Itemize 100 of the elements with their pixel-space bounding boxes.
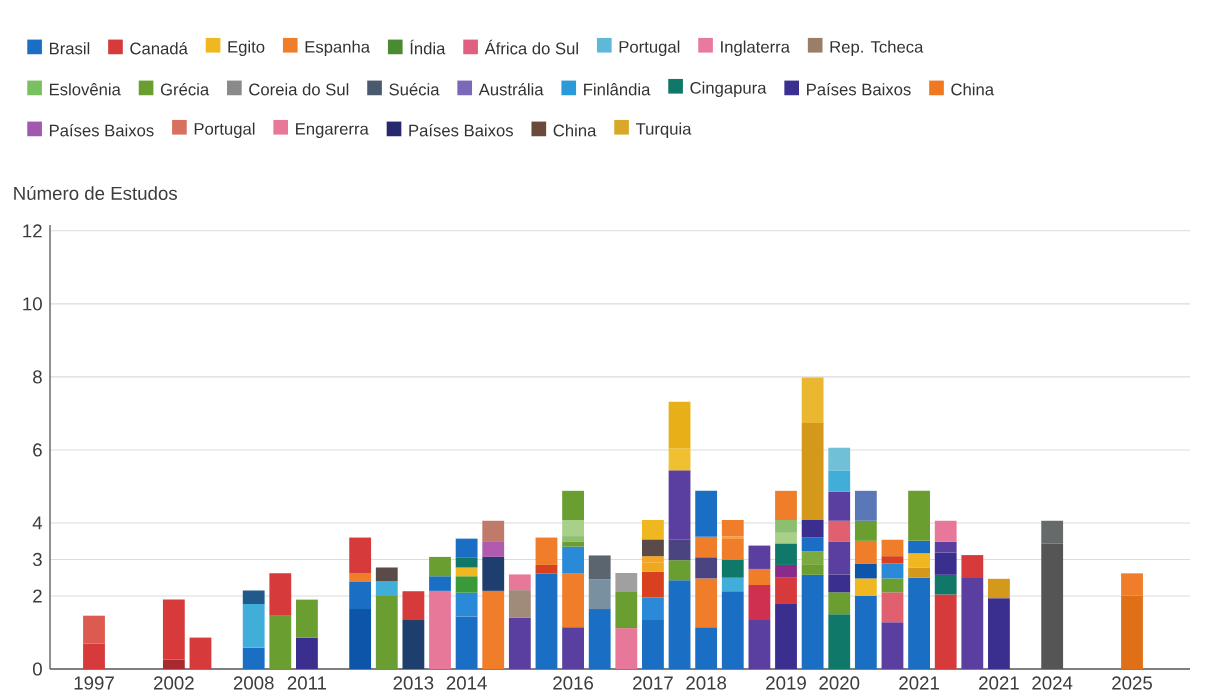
bar (775, 603, 797, 669)
x-tick-label: 2021 (979, 676, 1019, 690)
bar (455, 576, 478, 593)
bar (854, 595, 877, 669)
bar (721, 559, 744, 578)
bar (455, 592, 478, 617)
legend-label: Grécia (160, 82, 210, 96)
bar (668, 401, 691, 449)
bar (775, 532, 797, 544)
bar (934, 520, 957, 542)
bar (508, 590, 531, 618)
bar (642, 520, 664, 540)
x-tick-label: 2011 (287, 676, 327, 690)
bar (535, 537, 558, 565)
bar (775, 543, 797, 565)
bar (828, 520, 851, 542)
legend-label: China (951, 83, 995, 96)
bar (615, 628, 638, 669)
x-tick-label: 2025 (1112, 676, 1152, 690)
legend-label: Portugal (619, 40, 680, 57)
bar (801, 574, 824, 669)
bar (721, 520, 744, 537)
legend-label: Canadá (130, 41, 188, 55)
bar (349, 572, 372, 582)
bar (83, 615, 105, 644)
bar (242, 647, 265, 669)
bar (828, 541, 851, 575)
bar (296, 637, 318, 669)
legend-label: Inglaterra (721, 40, 790, 57)
bar (668, 580, 691, 669)
bar (562, 546, 584, 574)
legend-label: Rep. Tcheca (830, 40, 924, 57)
bar (1121, 595, 1143, 669)
bar (642, 571, 664, 598)
x-tick-label: 2020 (819, 676, 860, 690)
bar (748, 568, 771, 586)
legend-label: China (553, 124, 597, 137)
x-tick-label: 2021 (899, 676, 939, 690)
bar (242, 590, 265, 604)
bar (801, 551, 824, 565)
legend-label: Países Baixos (49, 123, 154, 137)
legend-label: Portugal (194, 122, 255, 139)
x-tick-label: 2018 (686, 676, 727, 690)
bar (1041, 520, 1064, 544)
x-tick-label: 2016 (553, 676, 594, 690)
legend-label: Países Baixos (807, 82, 911, 96)
bar (455, 616, 478, 669)
x-tick-label: 2017 (633, 676, 673, 690)
legend-label: Turquia (635, 122, 692, 139)
bar (908, 490, 930, 541)
legend-label: Brasil (49, 42, 90, 55)
bar (908, 567, 930, 578)
y-tick-label: 3 (32, 552, 42, 567)
legend-label: Finlândia (584, 83, 651, 96)
bar (934, 541, 957, 553)
bar (881, 592, 904, 623)
bar (535, 564, 558, 574)
legend-label: Egito (228, 40, 265, 57)
bar (695, 627, 718, 669)
bar (642, 539, 664, 557)
y-tick-label: 12 (23, 224, 42, 238)
bar (721, 591, 744, 669)
bar (668, 539, 691, 561)
bar (828, 447, 851, 471)
x-tick-label: 2019 (766, 676, 806, 690)
y-tick-label: 0 (32, 662, 42, 676)
legend-label: Índia (410, 39, 446, 55)
bar (615, 572, 638, 592)
bar (801, 377, 824, 423)
bar (934, 574, 957, 595)
bar (375, 567, 398, 582)
bar (881, 556, 904, 564)
legend-label: África do Sul (484, 39, 578, 55)
bar (455, 557, 478, 568)
bar (828, 614, 851, 669)
x-tick-label: 2024 (1032, 676, 1073, 690)
y-tick-label: 4 (32, 516, 43, 530)
bar (588, 579, 611, 610)
bar (642, 620, 664, 669)
x-tick-label: 2014 (446, 676, 487, 690)
bar (349, 609, 372, 669)
bar (721, 536, 744, 540)
legend-label: Espanha (305, 40, 371, 57)
legend-label: Coreia do Sul (249, 83, 349, 96)
bar (535, 573, 558, 669)
bar (828, 574, 851, 593)
bar (961, 555, 984, 579)
bar (668, 470, 691, 540)
y-axis-title: Número de Estudos (14, 186, 177, 200)
bar (854, 563, 877, 579)
legend-label: Engarerra (296, 123, 369, 139)
bar (482, 541, 505, 557)
bar (402, 620, 425, 669)
bar (429, 590, 451, 669)
bar (748, 545, 771, 569)
bar (508, 574, 531, 591)
bar (668, 448, 691, 471)
bar (775, 577, 797, 604)
bar (562, 520, 584, 537)
x-tick-label: 1997 (74, 676, 114, 690)
